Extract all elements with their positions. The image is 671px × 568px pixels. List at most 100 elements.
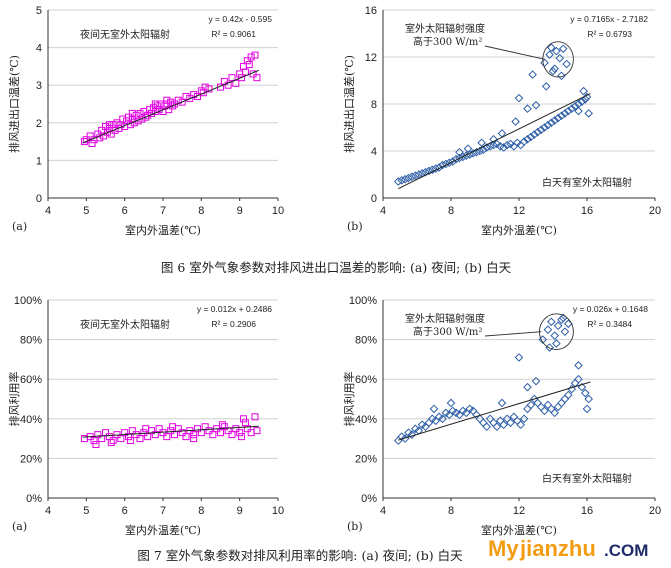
data-point <box>506 139 515 149</box>
data-point <box>574 106 583 116</box>
data-point <box>182 92 190 100</box>
fig7a-panel: 0% 20% 40% 60% 80% 100% 4 5 6 7 8 9 10 室内外温差(℃) 排风利用率 (… <box>7 295 284 537</box>
data-point <box>463 144 473 153</box>
data-point <box>560 327 570 336</box>
data-point <box>238 74 246 82</box>
data-point <box>516 420 526 430</box>
data-point <box>228 74 236 82</box>
data-point <box>153 102 161 110</box>
trendline-equation: y = 0.026x + 0.1648 <box>573 304 648 314</box>
data-point <box>205 85 213 93</box>
data-point <box>562 59 571 69</box>
data-point <box>128 109 136 117</box>
data-point <box>163 100 171 108</box>
data-point <box>523 382 532 392</box>
data-point <box>555 53 565 63</box>
data-point <box>236 429 244 437</box>
data-point <box>109 437 117 445</box>
y-tick-label: 3 <box>36 80 42 92</box>
data-point <box>102 429 109 437</box>
data-point <box>577 382 587 392</box>
watermark-part1: My <box>488 536 519 561</box>
data-point <box>125 433 132 441</box>
data-point <box>444 158 454 168</box>
data-point <box>550 116 560 125</box>
data-point <box>438 160 447 170</box>
data-point <box>541 82 551 91</box>
data-point <box>441 159 451 169</box>
data-point <box>194 425 201 433</box>
data-point <box>580 388 590 398</box>
data-point <box>253 74 261 82</box>
panel-label: (b) <box>347 220 363 233</box>
data-point <box>506 418 515 428</box>
data-point <box>393 436 403 445</box>
data-point <box>502 140 512 150</box>
y-tick-label: 12 <box>365 52 377 64</box>
data-point <box>243 425 251 433</box>
data-point <box>489 134 498 144</box>
data-point <box>167 427 175 435</box>
data-point <box>489 418 498 428</box>
data-point <box>163 433 171 441</box>
data-point <box>465 150 475 159</box>
data-point <box>523 134 532 144</box>
data-point <box>548 66 558 76</box>
data-point <box>540 58 549 68</box>
data-point <box>105 121 113 129</box>
data-point <box>424 418 434 428</box>
y-axis-title: 排风利用率 <box>342 372 356 427</box>
data-point <box>186 94 194 102</box>
data-point <box>489 140 498 150</box>
data-point <box>533 398 543 408</box>
x-tick-label: 8 <box>198 205 204 217</box>
x-tick-label: 10 <box>272 205 284 217</box>
data-point <box>241 419 249 427</box>
x-tick-label: 8 <box>448 205 454 217</box>
x-tick-label: 16 <box>581 205 593 217</box>
x-tick-label: 7 <box>160 505 166 517</box>
watermark-part2: jianzhu <box>519 536 596 561</box>
data-point <box>228 431 236 439</box>
x-tick-label: 6 <box>122 205 128 217</box>
data-point <box>546 317 556 327</box>
data-point <box>546 43 556 52</box>
data-point <box>128 427 136 435</box>
data-point <box>485 141 495 151</box>
data-point <box>455 147 464 157</box>
data-point <box>117 435 125 443</box>
y-tick-label: 8 <box>371 99 377 111</box>
data-point <box>546 118 556 128</box>
data-point <box>126 437 134 445</box>
data-point <box>526 400 536 410</box>
x-axis-title: 室内外温差(℃) <box>481 523 557 537</box>
data-point <box>86 132 94 140</box>
y-axis-title: 排风进出口温差(℃) <box>342 55 356 153</box>
data-point <box>197 429 205 437</box>
data-point <box>178 429 186 437</box>
x-axis-title: 室内外温差(℃) <box>125 523 201 537</box>
data-point <box>557 398 566 408</box>
note-line-1: 室外太阳辐射强度 <box>405 312 485 325</box>
data-point <box>171 431 178 439</box>
data-point <box>553 113 563 123</box>
data-point <box>201 83 209 91</box>
data-point <box>563 106 573 116</box>
data-point <box>553 321 563 331</box>
data-point <box>251 51 259 59</box>
fig6a-panel: 0 1 2 3 4 5 4 5 6 7 8 9 10 室内外温差(℃) 排风进出口温差(℃) (a) y = 0… <box>7 5 284 237</box>
data-point <box>531 100 541 110</box>
data-point <box>497 398 507 408</box>
data-point <box>132 431 140 439</box>
data-point <box>88 139 96 147</box>
x-tick-label: 6 <box>122 505 128 517</box>
data-point <box>240 415 247 423</box>
y-tick-label: 0 <box>371 193 377 205</box>
data-point <box>247 53 255 61</box>
condition-annotation: 夜间无室外太阳辐射 <box>80 28 170 41</box>
data-point <box>220 423 228 431</box>
data-point <box>241 68 249 76</box>
data-point <box>90 437 98 445</box>
